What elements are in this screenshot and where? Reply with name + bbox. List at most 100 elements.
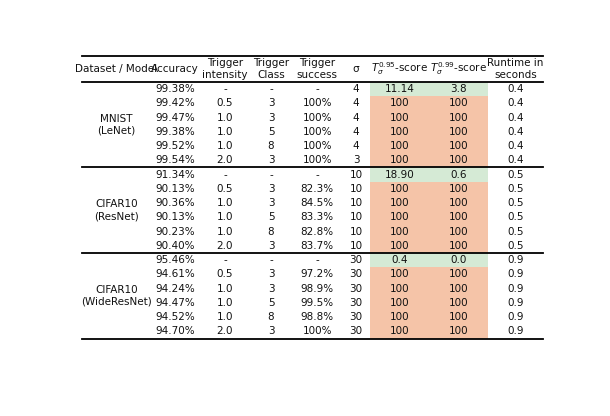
Text: 30: 30 [350, 270, 363, 280]
Text: 82.8%: 82.8% [301, 227, 334, 237]
Bar [429, 153, 489, 168]
Text: 1.0: 1.0 [217, 284, 233, 294]
Text: 100: 100 [449, 212, 468, 223]
Text: 3: 3 [268, 98, 274, 108]
Text: 10: 10 [350, 212, 363, 223]
Text: 1.0: 1.0 [217, 141, 233, 151]
Text: 94.70%: 94.70% [156, 327, 195, 337]
Text: -: - [223, 255, 227, 265]
Text: 83.3%: 83.3% [301, 212, 334, 223]
Text: 90.13%: 90.13% [156, 212, 195, 223]
Text: 1.0: 1.0 [217, 312, 233, 322]
Text: 0.5: 0.5 [508, 241, 524, 251]
Text: Trigger
intensity: Trigger intensity [202, 58, 248, 79]
Text: 30: 30 [350, 298, 363, 308]
Text: 0.4: 0.4 [392, 255, 408, 265]
Text: -: - [269, 84, 273, 94]
Text: 100%: 100% [303, 127, 332, 137]
Text: 0.5: 0.5 [217, 184, 233, 194]
Text: 99.42%: 99.42% [156, 98, 195, 108]
Text: 1.0: 1.0 [217, 198, 233, 208]
Bar [429, 225, 489, 239]
Text: 84.5%: 84.5% [301, 198, 334, 208]
Text: 100: 100 [390, 312, 410, 322]
Bar [429, 282, 489, 296]
Text: 0.6: 0.6 [451, 170, 467, 180]
Bar [429, 125, 489, 139]
Text: 0.9: 0.9 [508, 284, 524, 294]
Text: 3: 3 [268, 270, 274, 280]
Text: 1.0: 1.0 [217, 298, 233, 308]
Text: 0.4: 0.4 [508, 141, 524, 151]
Bar [429, 296, 489, 310]
Bar [370, 239, 429, 253]
Text: 30: 30 [350, 327, 363, 337]
Text: 100: 100 [449, 284, 468, 294]
Text: 10: 10 [350, 184, 363, 194]
Text: 100: 100 [390, 127, 410, 137]
Text: Dataset / Model: Dataset / Model [75, 64, 157, 74]
Text: 1.0: 1.0 [217, 127, 233, 137]
Text: 100: 100 [449, 198, 468, 208]
Bar [370, 267, 429, 282]
Text: 30: 30 [350, 284, 363, 294]
Text: 11.14: 11.14 [385, 84, 415, 94]
Bar [370, 139, 429, 153]
Text: 99.52%: 99.52% [156, 141, 195, 151]
Text: 0.5: 0.5 [508, 212, 524, 223]
Bar [429, 253, 489, 267]
Text: 0.5: 0.5 [508, 198, 524, 208]
Bar [370, 168, 429, 182]
Text: -: - [269, 255, 273, 265]
Text: 100: 100 [390, 184, 410, 194]
Text: 99.47%: 99.47% [156, 113, 195, 123]
Text: 100: 100 [390, 113, 410, 123]
Text: 4: 4 [353, 84, 359, 94]
Text: 100: 100 [390, 212, 410, 223]
Bar [429, 210, 489, 225]
Text: 100: 100 [449, 113, 468, 123]
Text: Trigger
success: Trigger success [296, 58, 337, 79]
Text: 3: 3 [268, 198, 274, 208]
Text: 83.7%: 83.7% [301, 241, 334, 251]
Text: 4: 4 [353, 98, 359, 108]
Text: CIFAR10
(ResNet): CIFAR10 (ResNet) [94, 199, 138, 221]
Text: 90.13%: 90.13% [156, 184, 195, 194]
Text: 10: 10 [350, 198, 363, 208]
Text: 100: 100 [390, 141, 410, 151]
Text: 90.23%: 90.23% [156, 227, 195, 237]
Text: 4: 4 [353, 127, 359, 137]
Text: 82.3%: 82.3% [301, 184, 334, 194]
Text: 100%: 100% [303, 155, 332, 165]
Text: 0.0: 0.0 [451, 255, 467, 265]
Text: MNIST
(LeNet): MNIST (LeNet) [97, 114, 135, 136]
Text: 100: 100 [449, 298, 468, 308]
Text: 3: 3 [268, 155, 274, 165]
Text: 0.4: 0.4 [508, 155, 524, 165]
Text: 94.47%: 94.47% [156, 298, 195, 308]
Text: 2.0: 2.0 [217, 327, 233, 337]
Text: 99.38%: 99.38% [156, 127, 195, 137]
Text: 5: 5 [268, 212, 274, 223]
Text: 0.5: 0.5 [508, 227, 524, 237]
Text: 100: 100 [449, 98, 468, 108]
Bar [370, 111, 429, 125]
Text: -: - [223, 170, 227, 180]
Text: 97.2%: 97.2% [301, 270, 334, 280]
Text: Accuracy: Accuracy [151, 64, 199, 74]
Text: 99.54%: 99.54% [156, 155, 195, 165]
Bar [370, 324, 429, 339]
Text: 91.34%: 91.34% [156, 170, 195, 180]
Text: 100: 100 [390, 284, 410, 294]
Text: 100: 100 [449, 227, 468, 237]
Text: $T_\sigma^{0.95}$-score: $T_\sigma^{0.95}$-score [371, 60, 428, 77]
Text: 8: 8 [268, 227, 274, 237]
Text: 30: 30 [350, 312, 363, 322]
Text: 2.0: 2.0 [217, 241, 233, 251]
Text: 0.9: 0.9 [508, 298, 524, 308]
Text: 99.5%: 99.5% [301, 298, 334, 308]
Text: 100: 100 [449, 327, 468, 337]
Text: 100: 100 [449, 155, 468, 165]
Text: -: - [269, 170, 273, 180]
Text: -: - [315, 84, 319, 94]
